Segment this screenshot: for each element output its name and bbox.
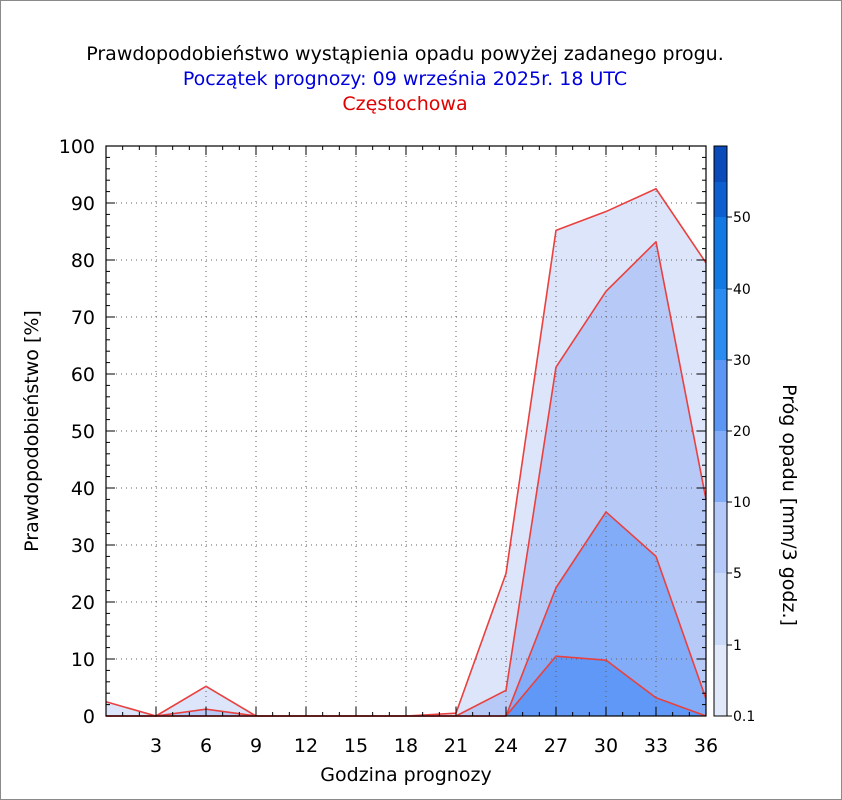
colorbar-segment (714, 182, 727, 217)
x-tick-label: 9 (250, 735, 262, 757)
x-tick-label: 21 (444, 735, 468, 757)
colorbar (713, 145, 732, 717)
x-tick-label: 12 (294, 735, 318, 757)
colorbar-segment (714, 431, 727, 502)
x-tick-label: 3 (150, 735, 162, 757)
colorbar-tick-label: 1 (733, 638, 742, 654)
colorbar-tick-label: 5 (733, 566, 742, 582)
grid-lines (106, 146, 706, 716)
x-tick-label: 6 (200, 735, 212, 757)
colorbar-segment (714, 217, 727, 289)
x-tick-label: 36 (694, 735, 718, 757)
y-tick-label: 80 (71, 250, 95, 272)
x-tick-label: 30 (594, 735, 618, 757)
x-tick-label: 18 (394, 735, 418, 757)
x-axis-label: Godzina prognozy (320, 764, 491, 786)
colorbar-segment (714, 289, 727, 360)
y-tick-label: 0 (83, 706, 95, 728)
colorbar-tick-label: 10 (733, 495, 751, 511)
colorbar-tick-label: 40 (733, 282, 751, 298)
colorbar-tick-label: 50 (733, 210, 751, 226)
y-tick-label: 90 (71, 193, 95, 215)
y-tick-label: 20 (71, 592, 95, 614)
y-axis-label: Prawdopodobieństwo [%] (21, 310, 43, 552)
y-tick-label: 60 (71, 364, 95, 386)
x-tick-labels: 3 6 9 12 15 18 21 24 27 30 33 36 (150, 735, 718, 757)
y-tick-labels: 0 10 20 30 40 50 60 70 80 90 100 (59, 136, 95, 728)
colorbar-tick-label: 20 (733, 424, 751, 440)
colorbar-segment (714, 645, 727, 716)
x-tick-label: 15 (344, 735, 368, 757)
y-tick-label: 10 (71, 649, 95, 671)
y-tick-label: 100 (59, 136, 95, 158)
y-tick-label: 70 (71, 307, 95, 329)
axis-ticks (105, 145, 707, 717)
x-tick-label: 33 (644, 735, 668, 757)
y-tick-label: 30 (71, 535, 95, 557)
chart-title: Prawdopodobieństwo wystąpienia opadu pow… (86, 43, 724, 65)
colorbar-segment (714, 146, 727, 182)
colorbar-segment (714, 360, 727, 431)
colorbar-tick-labels: 0.1 1 5 10 20 30 40 50 (733, 210, 755, 725)
y-tick-label: 50 (71, 421, 95, 443)
colorbar-tick-label: 30 (733, 353, 751, 369)
colorbar-label: Próg opadu [mm/3 godz.] (778, 384, 800, 626)
y-tick-label: 40 (71, 478, 95, 500)
colorbar-tick-label: 0.1 (733, 709, 755, 725)
chart-subtitle: Początek prognozy: 09 września 2025r. 18… (182, 68, 628, 90)
x-tick-label: 27 (544, 735, 568, 757)
colorbar-segment (714, 502, 727, 573)
colorbar-segment (714, 573, 727, 645)
x-tick-label: 24 (494, 735, 518, 757)
location-label: Częstochowa (342, 93, 468, 115)
